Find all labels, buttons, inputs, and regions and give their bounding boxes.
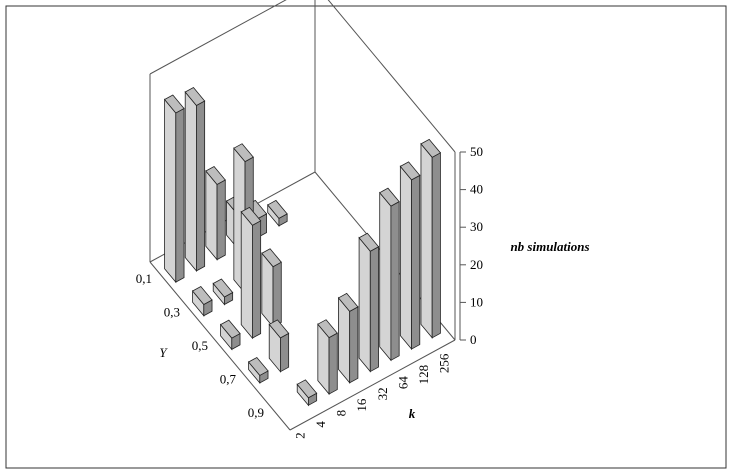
bar-face-top — [337, 292, 359, 312]
axis-edge — [289, 339, 456, 431]
bar — [163, 94, 185, 284]
bar-face-front — [272, 261, 282, 328]
y-tick-label: 0,9 — [248, 405, 264, 420]
bar-face-top — [399, 161, 421, 181]
bar-face-top — [296, 379, 318, 399]
bar-face-top — [163, 94, 185, 114]
axis-edge — [149, 261, 291, 431]
bar — [267, 199, 288, 227]
bar — [184, 87, 206, 272]
bar-face-left — [420, 142, 433, 339]
x-tick-label: 32 — [375, 387, 390, 400]
x-axis-title: k — [409, 406, 416, 421]
bar — [420, 138, 442, 339]
x-tick-label: 256 — [437, 353, 452, 373]
bar-face-front — [328, 332, 338, 395]
bar-face-front — [175, 107, 185, 283]
bar — [219, 319, 241, 351]
bar-face-top — [219, 319, 241, 339]
bar-face-left — [184, 90, 197, 272]
bar-face-top — [317, 319, 338, 339]
bar-face-top — [358, 232, 380, 252]
axis-edge — [149, 0, 287, 75]
bar-face-front — [196, 100, 206, 272]
y-tick-label: 0,3 — [164, 304, 180, 319]
bar-face-top — [184, 87, 206, 106]
bar — [240, 206, 262, 340]
bar — [358, 232, 380, 373]
bar-face-top — [268, 319, 290, 339]
bar-face-front — [280, 332, 290, 373]
z-tick-label: 10 — [470, 294, 483, 309]
bar-face-top — [379, 187, 400, 207]
y-tick-label: 0,5 — [192, 338, 208, 353]
bar — [247, 356, 269, 385]
bar-face-top — [267, 199, 288, 219]
bar-face-top — [212, 278, 234, 298]
x-tick-label: 64 — [395, 376, 410, 390]
bar — [296, 379, 318, 407]
y-tick-label: 0,7 — [220, 372, 237, 387]
z-axis-title: nb simulations — [510, 239, 589, 254]
bar — [191, 286, 213, 317]
bar-face-top — [205, 165, 226, 185]
x-tick-label: 8 — [334, 410, 349, 417]
y-tick-label: 0,1 — [136, 271, 152, 286]
bar-face-left — [358, 236, 371, 373]
bar — [212, 278, 234, 306]
bar-face-left — [338, 296, 351, 384]
z-tick-label: 20 — [470, 257, 483, 272]
bar-face-left — [164, 98, 177, 284]
bar-face-front — [431, 152, 441, 339]
x-tick-label: 128 — [416, 365, 431, 385]
z-tick-label: 50 — [470, 144, 483, 159]
bar-face-top — [420, 138, 442, 158]
y-axis-title: Y — [159, 345, 168, 360]
bar-face-front — [390, 200, 400, 361]
bar — [337, 292, 359, 384]
bar-face-left — [240, 210, 253, 340]
bar-face-top — [247, 356, 269, 376]
bar-face-top — [240, 206, 262, 226]
bar — [205, 165, 226, 261]
bar-face-left — [379, 191, 392, 362]
z-tick-label: 30 — [470, 219, 483, 234]
bar-face-left — [205, 169, 218, 261]
z-tick-label: 40 — [470, 182, 483, 197]
bar-face-front — [216, 179, 226, 261]
z-tick-label: 0 — [470, 332, 477, 347]
bar-face-front — [369, 246, 379, 373]
bar-face-front — [349, 306, 359, 384]
x-tick-label: 2 — [292, 432, 307, 439]
bar-face-left — [399, 165, 412, 351]
bar — [317, 319, 338, 396]
bar — [261, 248, 282, 328]
bar — [379, 187, 400, 362]
axis-edge — [327, 0, 456, 153]
bar-face-top — [233, 143, 254, 163]
bar — [399, 161, 421, 351]
x-tick-label: 16 — [354, 398, 369, 412]
x-tick-label: 4 — [313, 421, 328, 428]
bar-face-top — [191, 286, 213, 305]
bar-face-front — [411, 174, 421, 350]
bar-face-top — [261, 248, 282, 268]
bar — [268, 319, 290, 373]
bar-face-front — [252, 220, 262, 339]
